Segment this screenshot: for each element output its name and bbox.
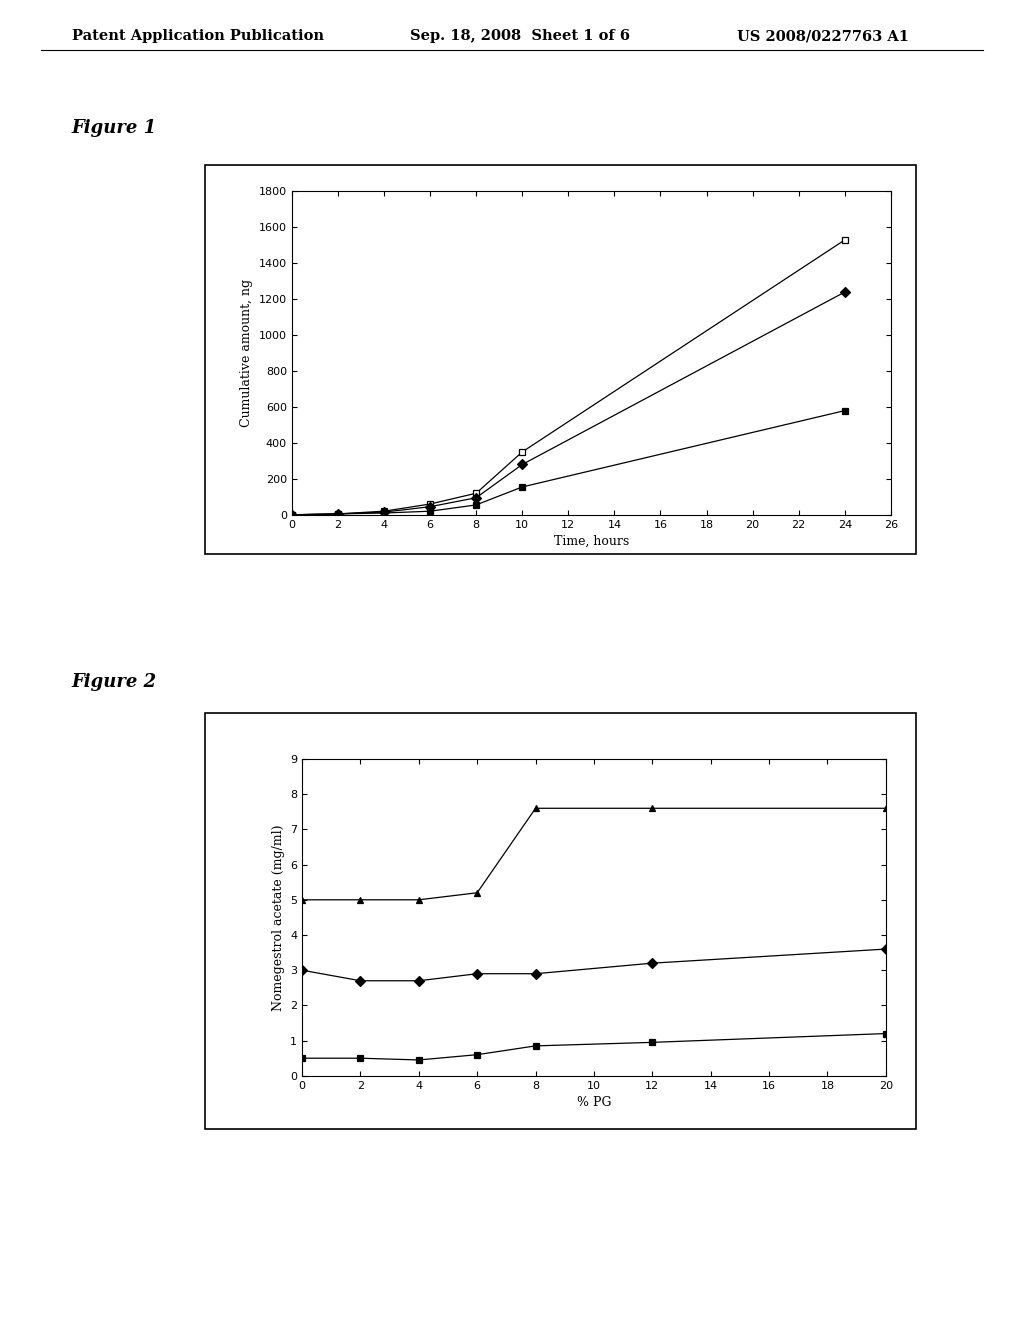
Y-axis label: Cumulative amount, ng: Cumulative amount, ng <box>241 279 253 428</box>
X-axis label: % PG: % PG <box>577 1096 611 1109</box>
Text: Sep. 18, 2008  Sheet 1 of 6: Sep. 18, 2008 Sheet 1 of 6 <box>410 29 630 44</box>
Text: US 2008/0227763 A1: US 2008/0227763 A1 <box>737 29 909 44</box>
Text: Figure 2: Figure 2 <box>72 673 157 692</box>
X-axis label: Time, hours: Time, hours <box>554 535 629 548</box>
Text: Figure 1: Figure 1 <box>72 119 157 137</box>
Y-axis label: Nomegestrol acetate (mg/ml): Nomegestrol acetate (mg/ml) <box>271 824 285 1011</box>
Text: Patent Application Publication: Patent Application Publication <box>72 29 324 44</box>
